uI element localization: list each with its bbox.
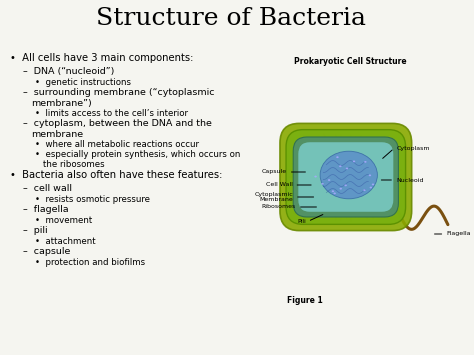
Text: membrane”): membrane”)	[31, 99, 92, 108]
Text: •  movement: • movement	[35, 216, 92, 225]
Text: •  protection and biofilms: • protection and biofilms	[35, 258, 145, 267]
Text: Cell Wall: Cell Wall	[265, 182, 292, 187]
Text: •  Bacteria also often have these features:: • Bacteria also often have these feature…	[10, 170, 222, 180]
Ellipse shape	[336, 156, 338, 158]
Text: •  especially protein synthesis, which occurs on: • especially protein synthesis, which oc…	[35, 150, 240, 159]
Ellipse shape	[363, 189, 365, 191]
Ellipse shape	[372, 184, 374, 185]
FancyBboxPatch shape	[280, 124, 412, 231]
FancyBboxPatch shape	[298, 142, 393, 212]
Ellipse shape	[339, 165, 342, 167]
Text: –  capsule: – capsule	[23, 247, 71, 256]
Ellipse shape	[353, 160, 355, 162]
Text: Cytoplasmic
Membrane: Cytoplasmic Membrane	[254, 192, 293, 202]
FancyBboxPatch shape	[293, 137, 399, 217]
Text: the ribosomes: the ribosomes	[43, 160, 104, 169]
Ellipse shape	[370, 187, 372, 189]
Text: Flagella: Flagella	[447, 231, 471, 236]
Text: –  flagella: – flagella	[23, 205, 69, 214]
Text: •  limits access to the cell’s interior: • limits access to the cell’s interior	[35, 109, 188, 118]
Text: •  resists osmotic pressure: • resists osmotic pressure	[35, 195, 150, 204]
Text: –  surrounding membrane (“cytoplasmic: – surrounding membrane (“cytoplasmic	[23, 88, 215, 97]
Text: membrane: membrane	[31, 130, 83, 139]
Text: Figure 1: Figure 1	[287, 296, 323, 305]
Ellipse shape	[328, 179, 330, 181]
Text: •  genetic instructions: • genetic instructions	[35, 78, 131, 87]
Text: Cytoplasm: Cytoplasm	[396, 146, 430, 151]
Text: •  All cells have 3 main components:: • All cells have 3 main components:	[10, 53, 193, 63]
Text: •  attachment: • attachment	[35, 237, 96, 246]
Text: –  cell wall: – cell wall	[23, 184, 73, 193]
Ellipse shape	[345, 185, 347, 186]
Ellipse shape	[332, 190, 334, 192]
Text: Capsule: Capsule	[262, 169, 287, 175]
Text: –  cytoplasm, between the DNA and the: – cytoplasm, between the DNA and the	[23, 119, 212, 128]
Text: Ribosomes: Ribosomes	[262, 204, 296, 209]
Ellipse shape	[346, 168, 348, 169]
Ellipse shape	[369, 174, 371, 176]
Text: Prokaryotic Cell Structure: Prokaryotic Cell Structure	[294, 57, 407, 66]
Ellipse shape	[333, 192, 336, 194]
Ellipse shape	[320, 151, 377, 199]
FancyBboxPatch shape	[286, 130, 406, 224]
Ellipse shape	[339, 188, 342, 190]
Ellipse shape	[314, 176, 317, 178]
Text: –  DNA (“nucleoid”): – DNA (“nucleoid”)	[23, 67, 115, 76]
Ellipse shape	[321, 183, 324, 185]
Text: Structure of Bacteria: Structure of Bacteria	[96, 7, 366, 30]
Text: –  pili: – pili	[23, 226, 48, 235]
Text: •  where all metabolic reactions occur: • where all metabolic reactions occur	[35, 140, 199, 149]
Ellipse shape	[364, 161, 366, 163]
Text: Pili: Pili	[297, 219, 306, 224]
Text: Nucleoid: Nucleoid	[396, 178, 424, 182]
